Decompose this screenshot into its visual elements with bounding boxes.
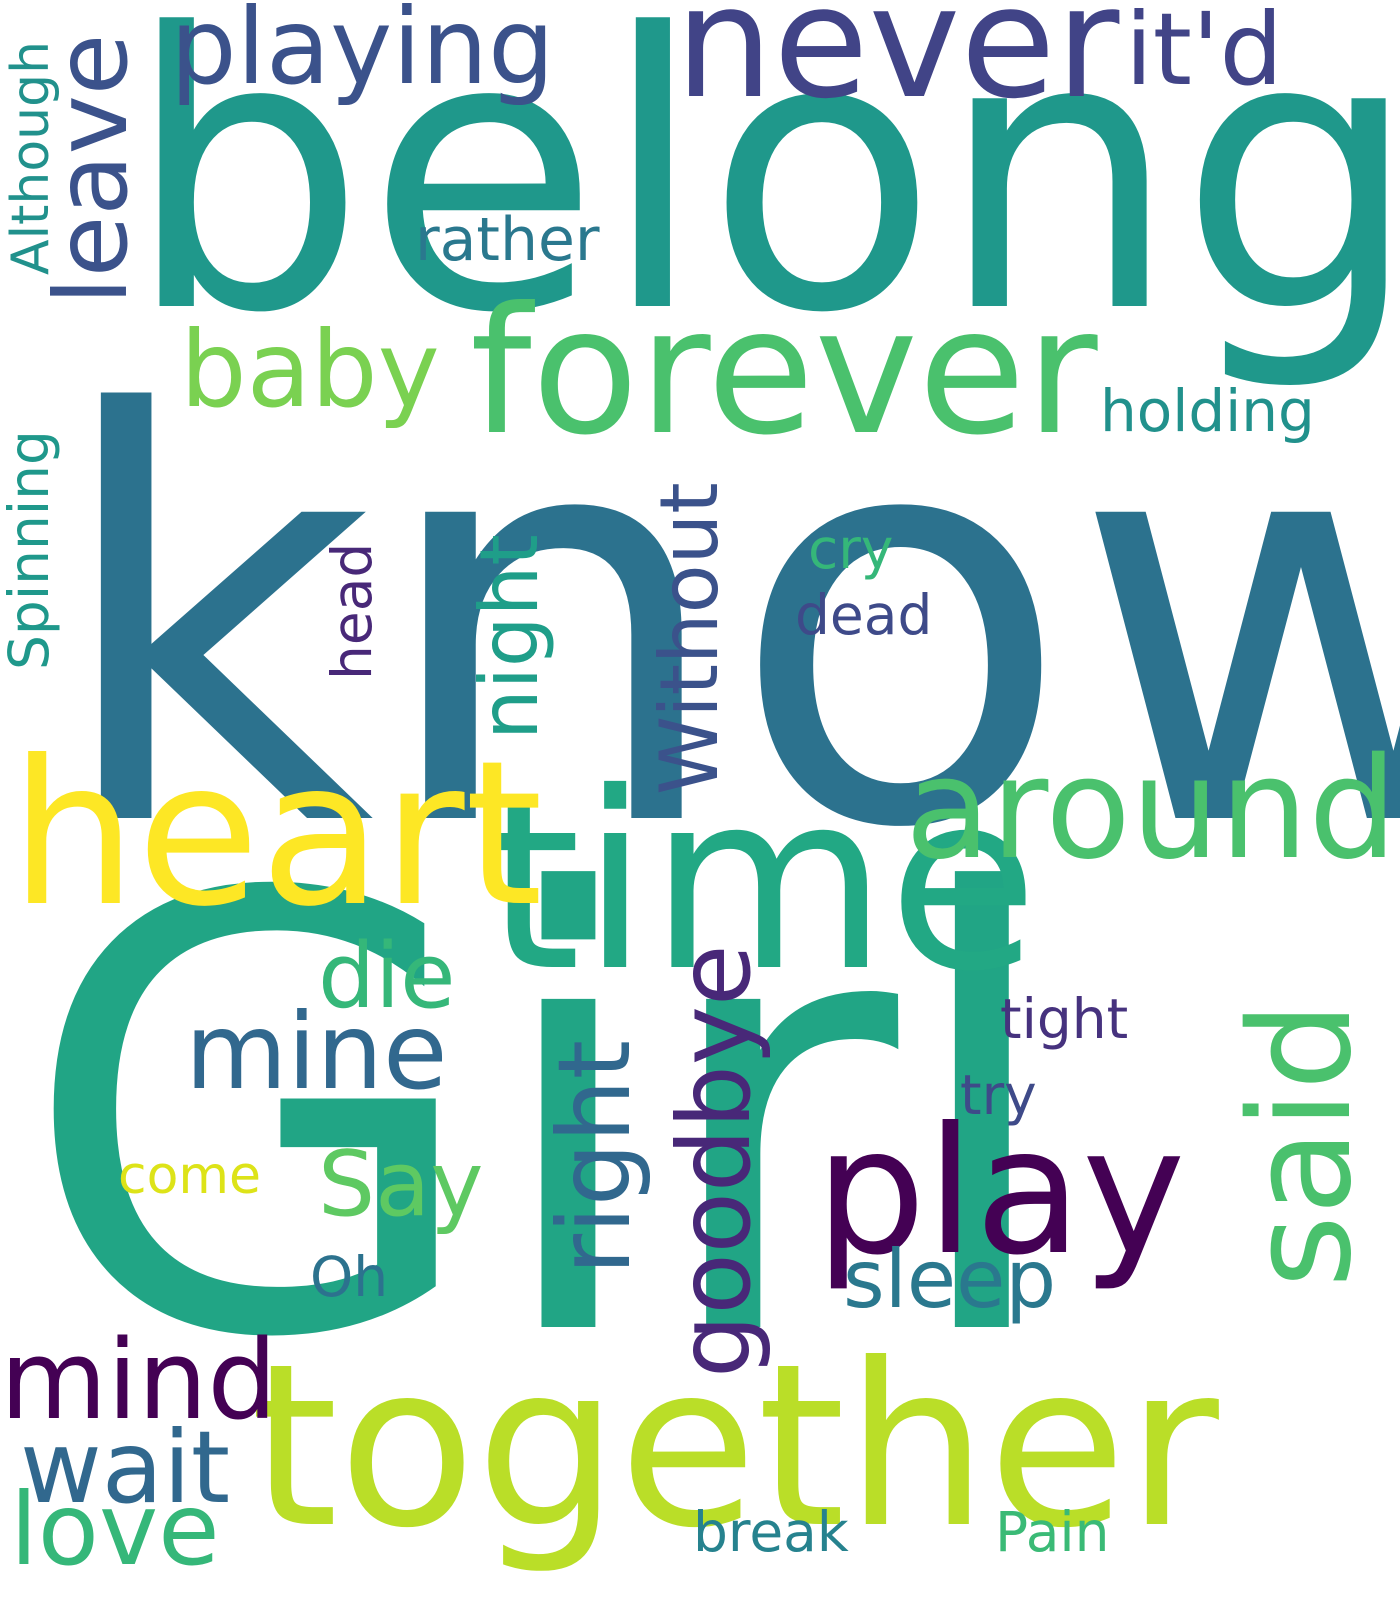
- word-rather: rather: [415, 205, 600, 275]
- word-around: around: [905, 728, 1398, 891]
- word-try: try: [960, 1063, 1037, 1127]
- word-dead: dead: [795, 583, 933, 647]
- word-cry: cry: [808, 517, 894, 581]
- word-say: Say: [318, 1132, 484, 1237]
- word-spinning: Spinning: [0, 430, 61, 670]
- word-together: together: [250, 1316, 1219, 1578]
- word-come: come: [118, 1146, 262, 1206]
- word-break: break: [693, 1500, 849, 1564]
- word-heart: heart: [10, 718, 544, 951]
- word-night: night: [463, 534, 556, 740]
- word-mind: mind: [0, 1316, 278, 1444]
- word-time: time: [485, 740, 1039, 1025]
- word-right: right: [536, 1040, 653, 1275]
- word-wait: wait: [20, 1409, 231, 1526]
- word-playing: playing: [170, 0, 555, 108]
- word-pain: Pain: [995, 1500, 1110, 1564]
- word-belong: belong: [125, 0, 1400, 396]
- word-baby: baby: [180, 309, 440, 431]
- word-holding: holding: [1100, 377, 1315, 445]
- word-play: play: [815, 1091, 1186, 1294]
- word-tight: tight: [1000, 987, 1129, 1051]
- word-goodbye: goodbye: [656, 944, 773, 1379]
- word-know: know: [50, 299, 1400, 951]
- word-although: Although: [1, 40, 61, 275]
- word-oh: Oh: [310, 1245, 389, 1309]
- word-said: said: [1220, 1001, 1383, 1289]
- word-sleep: sleep: [843, 1233, 1057, 1326]
- word-itd: it'd: [1125, 0, 1283, 108]
- word-without: Without: [643, 482, 736, 795]
- word-never: never: [675, 0, 1120, 133]
- word-forever: forever: [470, 271, 1098, 474]
- word-girl: Girl: [20, 770, 1066, 1469]
- word-mine: mine: [185, 991, 448, 1113]
- word-die: die: [318, 924, 456, 1029]
- word-head: head: [320, 542, 384, 680]
- word-love: love: [10, 1471, 220, 1588]
